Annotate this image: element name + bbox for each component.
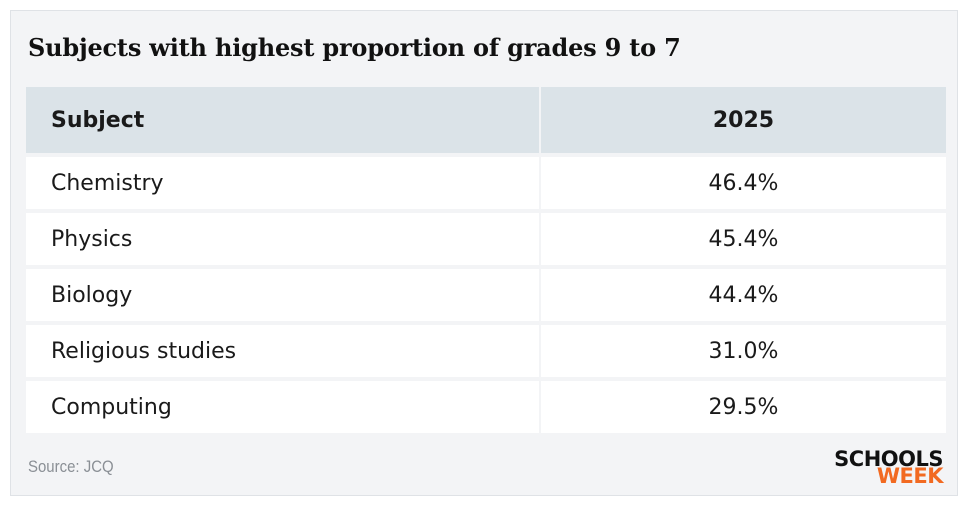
table-card: Subjects with highest proportion of grad… [10,10,958,496]
subject-cell: Computing [26,381,539,433]
table-header-row: Subject 2025 [26,87,946,153]
value-cell: 45.4% [541,213,946,265]
data-table: Subject 2025 Chemistry 46.4% Physics 45.… [26,87,946,433]
subject-cell: Religious studies [26,325,539,377]
logo-line-2: WEEK [876,464,944,488]
subject-cell: Biology [26,269,539,321]
table-row: Religious studies 31.0% [26,321,946,377]
value-cell: 46.4% [541,157,946,209]
header-year: 2025 [541,87,946,153]
subject-cell: Physics [26,213,539,265]
table-row: Chemistry 46.4% [26,153,946,209]
value-cell: 29.5% [541,381,946,433]
schools-week-logo: SCHOOLS WEEK [834,447,944,488]
page-title: Subjects with highest proportion of grad… [28,33,681,62]
source-note: Source: JCQ [28,457,114,476]
table-row: Physics 45.4% [26,209,946,265]
value-cell: 44.4% [541,269,946,321]
subject-cell: Chemistry [26,157,539,209]
logo-line-1: SCHOOLS [834,447,943,471]
table-row: Biology 44.4% [26,265,946,321]
header-subject: Subject [26,87,539,153]
table-row: Computing 29.5% [26,377,946,433]
value-cell: 31.0% [541,325,946,377]
